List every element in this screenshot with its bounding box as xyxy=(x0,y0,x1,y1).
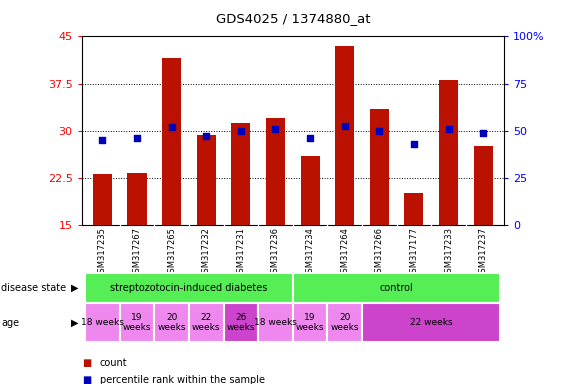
Text: GSM317235: GSM317235 xyxy=(98,227,107,278)
Bar xyxy=(85,303,120,342)
Point xyxy=(479,130,488,136)
Bar xyxy=(196,135,216,225)
Point xyxy=(271,126,280,132)
Bar xyxy=(439,80,458,225)
Bar xyxy=(231,123,251,225)
Text: control: control xyxy=(379,283,413,293)
Text: GSM317234: GSM317234 xyxy=(306,227,315,278)
Text: count: count xyxy=(100,358,127,368)
Bar xyxy=(266,118,285,225)
Point xyxy=(340,122,349,129)
Point xyxy=(98,137,107,143)
Text: GSM317231: GSM317231 xyxy=(236,227,245,278)
Text: 20
weeks: 20 weeks xyxy=(330,313,359,332)
Bar xyxy=(362,303,501,342)
Text: ■: ■ xyxy=(82,375,91,384)
Bar xyxy=(85,273,293,303)
Bar xyxy=(120,303,154,342)
Text: 18 weeks: 18 weeks xyxy=(81,318,124,327)
Point xyxy=(132,135,141,141)
Bar xyxy=(293,303,327,342)
Bar xyxy=(335,46,354,225)
Text: 20
weeks: 20 weeks xyxy=(158,313,186,332)
Point xyxy=(167,124,176,131)
Text: streptozotocin-induced diabetes: streptozotocin-induced diabetes xyxy=(110,283,267,293)
Text: GSM317237: GSM317237 xyxy=(479,227,488,278)
Point xyxy=(375,127,384,134)
Text: GSM317236: GSM317236 xyxy=(271,227,280,278)
Text: GSM317233: GSM317233 xyxy=(444,227,453,278)
Text: GSM317264: GSM317264 xyxy=(340,227,349,278)
Bar xyxy=(127,173,146,225)
Text: GSM317266: GSM317266 xyxy=(375,227,384,278)
Text: GSM317177: GSM317177 xyxy=(409,227,418,278)
Text: GSM317265: GSM317265 xyxy=(167,227,176,278)
Bar xyxy=(370,109,389,225)
Text: percentile rank within the sample: percentile rank within the sample xyxy=(100,375,265,384)
Text: ▶: ▶ xyxy=(72,318,79,328)
Text: 22
weeks: 22 weeks xyxy=(192,313,221,332)
Text: ▶: ▶ xyxy=(72,283,79,293)
Bar xyxy=(93,174,112,225)
Point xyxy=(409,141,418,147)
Bar xyxy=(327,303,362,342)
Text: 22 weeks: 22 weeks xyxy=(410,318,453,327)
Text: age: age xyxy=(1,318,19,328)
Bar xyxy=(154,303,189,342)
Bar xyxy=(404,193,423,225)
Bar xyxy=(258,303,293,342)
Point xyxy=(444,126,453,132)
Bar xyxy=(293,273,501,303)
Text: disease state: disease state xyxy=(1,283,66,293)
Text: GDS4025 / 1374880_at: GDS4025 / 1374880_at xyxy=(216,12,370,25)
Bar xyxy=(162,58,181,225)
Bar xyxy=(224,303,258,342)
Bar xyxy=(473,146,493,225)
Text: GSM317267: GSM317267 xyxy=(132,227,141,278)
Text: ■: ■ xyxy=(82,358,91,368)
Text: GSM317232: GSM317232 xyxy=(202,227,211,278)
Text: 26
weeks: 26 weeks xyxy=(226,313,255,332)
Bar xyxy=(189,303,224,342)
Point xyxy=(306,135,315,141)
Text: 18 weeks: 18 weeks xyxy=(254,318,297,327)
Text: 19
weeks: 19 weeks xyxy=(296,313,324,332)
Bar xyxy=(301,156,320,225)
Point xyxy=(202,132,211,139)
Point xyxy=(236,127,245,134)
Text: 19
weeks: 19 weeks xyxy=(123,313,151,332)
